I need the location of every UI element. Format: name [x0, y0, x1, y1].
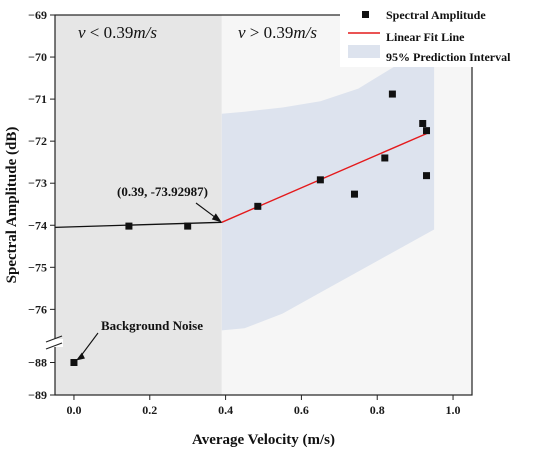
- data-points: [70, 90, 431, 366]
- y-tick-label: −89: [28, 388, 47, 402]
- region-label-right: v > 0.39m/s: [238, 23, 317, 42]
- y-tick-label: −73: [28, 176, 47, 190]
- y-tick-label: −69: [28, 8, 47, 22]
- tick-labels: 0.0 0.2 0.4 0.6 0.8 1.0 −69 −70 −71 −72 −73 −74 −75 −…: [28, 8, 460, 417]
- y-axis-title: Spectral Amplitude (dB): [4, 127, 20, 284]
- y-tick-label: −70: [28, 50, 47, 64]
- legend-label: Spectral Amplitude: [386, 8, 486, 22]
- data-point: [381, 154, 389, 162]
- axis-break-mark: [45, 342, 63, 350]
- x-tick-label: 0.2: [142, 403, 157, 417]
- data-point: [254, 202, 262, 210]
- data-point: [350, 190, 358, 198]
- arrow-head: [211, 213, 222, 223]
- prediction-interval-area: [221, 40, 435, 331]
- plot-frame: [54, 14, 473, 396]
- x-axis-title: Average Velocity (m/s): [192, 432, 335, 448]
- legend-marker-area: [348, 45, 380, 58]
- axis-break-mark: [45, 335, 63, 343]
- y-tick-label: −88: [28, 356, 47, 370]
- legend-label: Linear Fit Line: [386, 30, 465, 44]
- data-point: [70, 359, 78, 366]
- legend-marker-square: [362, 11, 369, 18]
- data-point: [419, 119, 427, 127]
- region-low-velocity: [55, 15, 222, 395]
- data-point: [388, 90, 396, 98]
- axes: [45, 14, 473, 396]
- arrow-head: [75, 352, 85, 361]
- y-tick-label: −75: [28, 260, 47, 274]
- legend-label: 95% Prediction Interval: [386, 50, 511, 64]
- x-tick-label: 0.4: [218, 403, 233, 417]
- x-tick-label: 0.0: [66, 403, 81, 417]
- data-point: [184, 222, 192, 230]
- region-labels: v < 0.39m/s v > 0.39m/s: [78, 23, 317, 42]
- data-point: [423, 127, 431, 135]
- x-tick-label: 0.8: [370, 403, 385, 417]
- annotation-background-noise: Background Noise: [101, 318, 203, 333]
- data-point: [125, 222, 133, 230]
- data-point: [423, 172, 431, 180]
- axis-break-gap: [47, 339, 63, 347]
- y-tick-label: −71: [28, 92, 47, 106]
- prediction-interval-band: [221, 40, 435, 331]
- low-velocity-line: [54, 221, 222, 229]
- y-tick-label: −74: [28, 218, 47, 232]
- annotations: (0.39, -73.92987) Background Noise: [75, 184, 222, 361]
- x-tick-label: 1.0: [446, 403, 461, 417]
- y-tick-label: −72: [28, 134, 47, 148]
- region-label-left: v < 0.39m/s: [78, 23, 157, 42]
- annotation-breakpoint: (0.39, -73.92987): [117, 184, 208, 199]
- legend: Spectral Amplitude Linear Fit Line 95% Pre…: [340, 5, 545, 67]
- y-tick-label: −76: [28, 302, 47, 316]
- data-point: [316, 176, 324, 184]
- x-tick-label: 0.6: [294, 403, 309, 417]
